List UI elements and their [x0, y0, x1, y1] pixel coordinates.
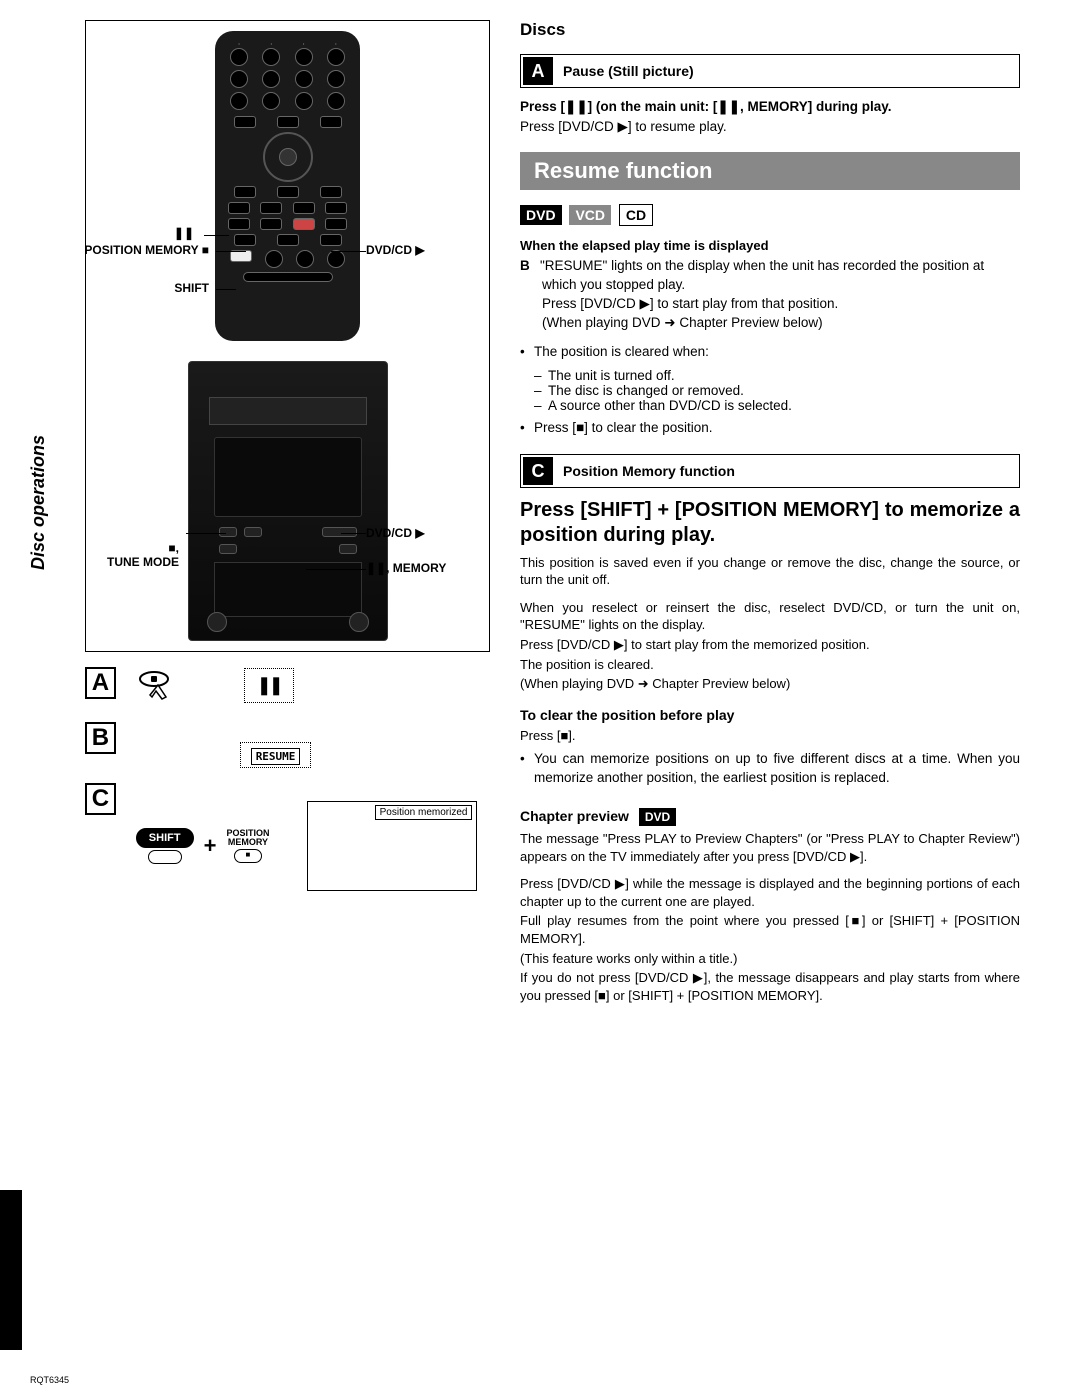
step-a-row: A ❚❚ — [85, 667, 490, 707]
shift-button-pill: SHIFT — [136, 828, 194, 848]
b-sub2: (When playing DVD ➜ Chapter Preview belo… — [520, 314, 1020, 333]
press-clear-text: Press [■] to clear the position. — [520, 419, 1020, 438]
tv-screen: Position memorized — [307, 801, 477, 891]
section-label-c: Position Memory function — [555, 463, 735, 479]
a-resume-line: Press [DVD/CD ▶] to resume play. — [520, 118, 1020, 136]
cleared-item: The unit is turned off. — [534, 368, 1020, 383]
clear-press: Press [■]. — [520, 727, 1020, 745]
display-b: RESUME — [240, 742, 312, 768]
callout-position-memory: POSITION MEMORY ■ — [84, 243, 209, 257]
side-tab-label: Disc operations — [28, 435, 49, 570]
discs-title: Discs — [520, 20, 1020, 40]
cp-para2: Press [DVD/CD ▶] while the message is di… — [520, 875, 1020, 910]
step-letter-c: C — [85, 783, 116, 815]
section-letter-c: C — [523, 457, 553, 485]
pm-para2: When you reselect or reinsert the disc, … — [520, 599, 1020, 634]
cp-para5: If you do not press [DVD/CD ▶], the mess… — [520, 969, 1020, 1004]
illustration-frame: •••• ❚❚ POSITION MEMORY ■ DVD/CD ▶ SHIF — [85, 20, 490, 652]
callout-stop-tune: ■, TUNE MODE — [107, 541, 179, 569]
cp-para1: The message "Press PLAY to Preview Chapt… — [520, 830, 1020, 865]
doc-code: RQT6345 — [30, 1375, 69, 1385]
right-column: Discs A Pause (Still picture) Press [❚❚]… — [500, 0, 1060, 1397]
cleared-item: A source other than DVD/CD is selected. — [534, 398, 1020, 413]
chapter-badge: DVD — [639, 808, 676, 826]
cp-para4: (This feature works only within a title.… — [520, 950, 1020, 968]
cleared-intro: The position is cleared when: — [520, 343, 1020, 362]
plus-icon: + — [204, 833, 217, 859]
section-c-header: C Position Memory function — [520, 454, 1020, 488]
press-clear: Press [■] to clear the position. — [520, 419, 1020, 438]
callout-line — [216, 251, 246, 252]
badge-dvd: DVD — [520, 205, 562, 225]
step-b-row: B RESUME — [85, 722, 490, 768]
cp-para3: Full play resumes from the point where y… — [520, 912, 1020, 947]
callout-line — [341, 533, 366, 534]
callout-line — [216, 289, 236, 290]
clear-bullet: You can memorize positions on up to five… — [520, 750, 1020, 788]
tv-text: Position memorized — [375, 805, 473, 820]
callout-pause-memory: ❚❚, MEMORY — [366, 561, 446, 575]
chapter-header: Chapter preview — [520, 808, 629, 824]
chapter-header-row: Chapter preview DVD — [520, 808, 1020, 826]
display-a: ❚❚ — [244, 668, 294, 703]
page-number: 16 — [30, 1343, 57, 1371]
main-instruction: Press [SHIFT] + [POSITION MEMORY] to mem… — [520, 498, 1020, 548]
callout-shift: SHIFT — [174, 281, 209, 295]
pm-para5: (When playing DVD ➜ Chapter Preview belo… — [520, 675, 1020, 693]
callout-unit-dvdcd: DVD/CD ▶ — [366, 526, 425, 540]
cleared-items: The unit is turned off. The disc is chan… — [520, 368, 1020, 413]
section-a-header: A Pause (Still picture) — [520, 54, 1020, 88]
step-letter-a: A — [85, 667, 116, 699]
left-column: Disc operations •••• ❚❚ POSITION M — [0, 0, 500, 1397]
b-paragraph: B"RESUME" lights on the display when the… — [520, 257, 1020, 295]
callout-dvd-cd: DVD/CD ▶ — [366, 243, 425, 257]
disc-badges: DVD VCD CD — [520, 204, 1020, 226]
callout-pause: ❚❚ — [174, 226, 194, 240]
side-black-bar — [0, 1190, 22, 1350]
pm-para1: This position is saved even if you chang… — [520, 554, 1020, 589]
remote-control-illustration: •••• — [215, 31, 360, 341]
callout-line — [306, 569, 366, 570]
pm-para3: Press [DVD/CD ▶] to start play from the … — [520, 636, 1020, 654]
callout-line — [204, 235, 229, 236]
b-sub1: Press [DVD/CD ▶] to start play from that… — [520, 295, 1020, 314]
shift-btn-shape — [148, 850, 182, 864]
a-press-line: Press [❚❚] (on the main unit: [❚❚, MEMOR… — [520, 98, 1020, 116]
step-letter-b: B — [85, 722, 116, 754]
cleared-list: The position is cleared when: — [520, 343, 1020, 362]
cleared-item: The disc is changed or removed. — [534, 383, 1020, 398]
clear-header: To clear the position before play — [520, 707, 1020, 723]
callout-line — [186, 533, 226, 534]
pm-para4: The position is cleared. — [520, 656, 1020, 674]
pm-btn-shape: ■ — [234, 849, 262, 863]
press-hand-icon — [136, 667, 176, 707]
section-letter-a: A — [523, 57, 553, 85]
section-label-a: Pause (Still picture) — [555, 63, 694, 79]
main-unit-illustration — [188, 361, 388, 641]
elapsed-header: When the elapsed play time is displayed — [520, 238, 1020, 253]
clear-bullets: You can memorize positions on up to five… — [520, 750, 1020, 788]
pm-label-2: MEMORY — [226, 838, 269, 847]
resume-banner: Resume function — [520, 152, 1020, 190]
badge-cd: CD — [619, 204, 653, 226]
badge-vcd: VCD — [569, 205, 611, 225]
step-c-row: C SHIFT + POSITION MEMORY ■ Positio — [85, 783, 490, 891]
callout-line — [331, 251, 366, 252]
